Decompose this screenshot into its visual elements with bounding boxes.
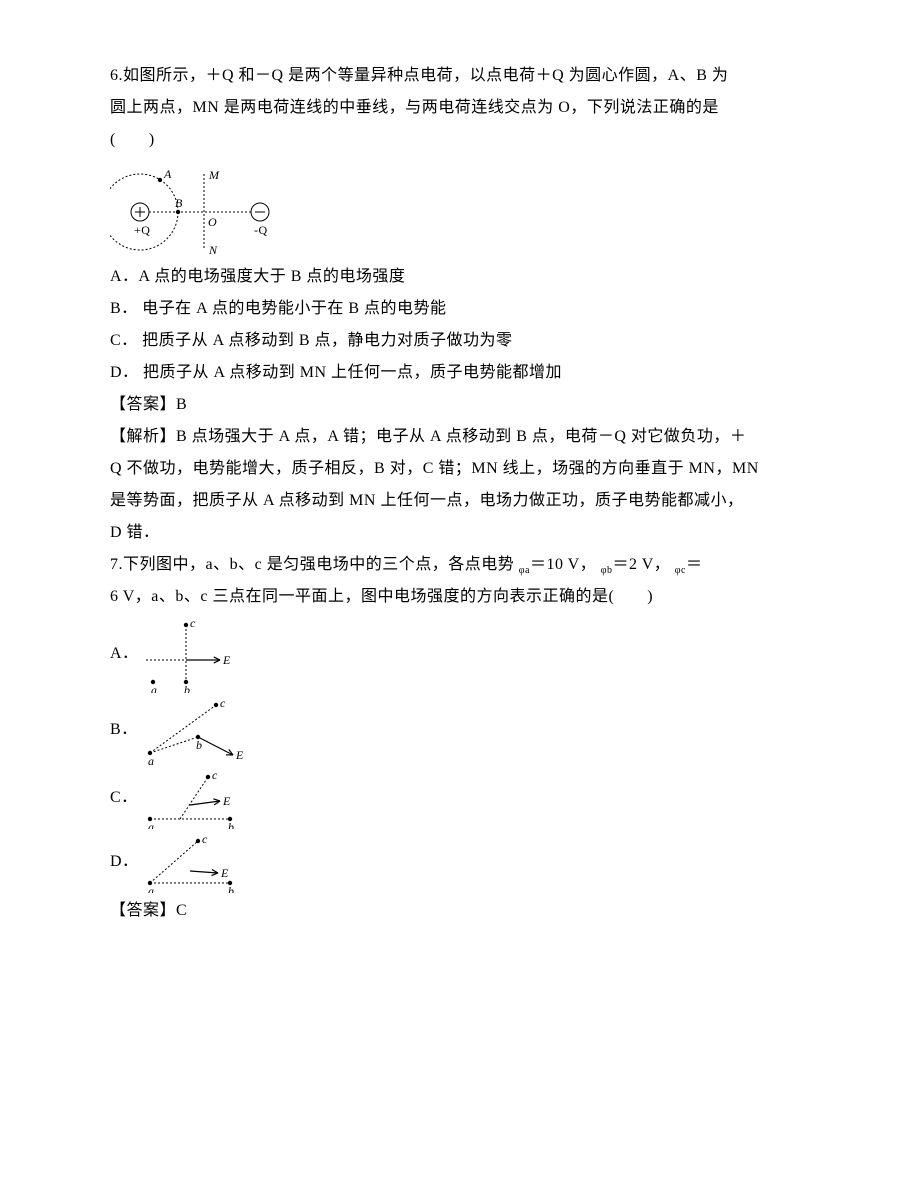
q7-option-c-label: C． [110,782,138,814]
q7-option-b-label: B． [110,714,138,746]
svg-text:b: b [196,738,203,752]
svg-text:a: a [148,884,155,893]
svg-text:E: E [235,748,244,762]
q6-explain-3: 是等势面，把质子从 A 点移动到 MN 上任何一点，电场力做正功，质子电势能都减… [110,485,810,517]
q6-stem-line2: 圆上两点，MN 是两电荷连线的中垂线，与两电荷连线交点为 O，下列说法正确的是 [110,92,810,124]
q7-option-a-row: A． a b c E [110,615,810,693]
q7-phib-label: φb [601,565,613,576]
svg-text:c: c [190,616,196,630]
q7-option-d-label: D． [110,846,138,878]
q7-option-d-figure: a b c E [138,831,248,893]
q7-option-a-figure: a b c E [138,615,233,693]
q7-phic-label: φc [675,565,686,576]
q6-figure: +Q -Q A B O M N [110,162,810,257]
q7-option-c-figure: a b cE [138,767,248,829]
svg-text:+Q: +Q [134,223,150,237]
svg-text:c: c [202,832,208,846]
svg-text:M: M [208,168,220,182]
q7-stem-prefix: 7.下列图中，a、b、c 是匀强电场中的三个点，各点电势 [110,556,519,573]
q6-stem-line1: 6.如图所示，＋Q 和－Q 是两个等量异种点电荷，以点电荷＋Q 为圆心作圆，A、… [110,60,810,92]
q7-option-c-row: C． a b cE [110,767,810,829]
q6-option-a: A．A 点的电场强度大于 B 点的电场强度 [110,261,810,293]
svg-text:b: b [228,820,235,829]
svg-text:b: b [228,884,235,893]
q7-option-b-row: B． a b c E [110,695,810,765]
q7-phib-val: ＝2 V， [613,556,675,573]
svg-text:E: E [220,866,229,880]
q7-phic-val: ＝ [686,556,703,573]
svg-text:c: c [212,768,218,782]
q7-stem-line2: 6 V，a、b、c 三点在同一平面上，图中电场强度的方向表示正确的是( ) [110,581,810,613]
svg-text:B: B [175,196,183,210]
q7-option-a-label: A． [110,638,138,670]
q6-option-b: B． 电子在 A 点的电势能小于在 B 点的电势能 [110,293,810,325]
svg-text:O: O [208,215,217,229]
q6-option-d: D． 把质子从 A 点移动到 MN 上任何一点，质子电势能都增加 [110,357,810,389]
svg-text:a: a [148,820,155,829]
q7-option-b-figure: a b c E [138,695,248,765]
q7-phia-val: ＝10 V， [530,556,601,573]
q7-answer: 【答案】C [110,895,810,927]
q6-explain-1: 【解析】B 点场强大于 A 点，A 错；电子从 A 点移动到 B 点，电荷－Q … [110,421,810,453]
q6-option-c: C． 把质子从 A 点移动到 B 点，静电力对质子做功为零 [110,325,810,357]
q7-phia-label: φa [519,565,530,576]
svg-text:-Q: -Q [254,223,268,237]
svg-text:b: b [184,683,191,693]
svg-text:A: A [163,167,172,181]
svg-text:E: E [222,794,231,808]
q6-explain-4: D 错． [110,517,810,549]
svg-text:c: c [220,696,226,710]
page: 6.如图所示，＋Q 和－Q 是两个等量异种点电荷，以点电荷＋Q 为圆心作圆，A、… [0,0,920,1192]
svg-text:a: a [148,754,155,765]
q7-option-d-row: D． a b c E [110,831,810,893]
svg-text:E: E [222,653,231,667]
q6-answer: 【答案】B [110,389,810,421]
svg-text:N: N [208,243,218,257]
svg-text:a: a [151,683,158,693]
q7-stem-line1: 7.下列图中，a、b、c 是匀强电场中的三个点，各点电势 φa＝10 V， φb… [110,549,810,581]
q6-explain-2: Q 不做功，电势能增大，质子相反，B 对，C 错；MN 线上，场强的方向垂直于 … [110,453,810,485]
q6-stem-line3: ( ) [110,124,810,156]
